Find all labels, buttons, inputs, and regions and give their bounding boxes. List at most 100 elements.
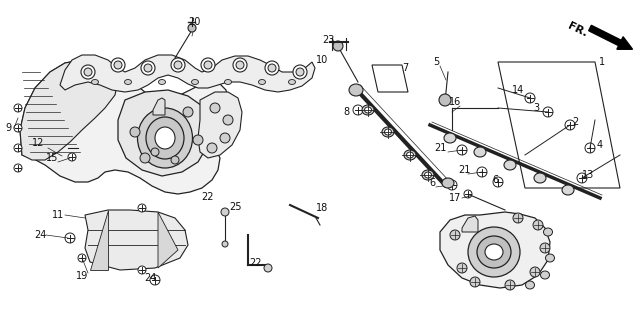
Ellipse shape [144,64,152,72]
Text: 21: 21 [434,143,446,153]
Ellipse shape [268,64,276,72]
Ellipse shape [505,280,515,290]
Ellipse shape [349,84,363,96]
Ellipse shape [477,167,487,177]
Ellipse shape [155,127,175,149]
Ellipse shape [138,266,146,274]
Text: 25: 25 [228,202,241,212]
Polygon shape [198,92,242,158]
Ellipse shape [221,208,229,216]
FancyArrow shape [589,25,632,49]
Ellipse shape [439,94,451,106]
Ellipse shape [536,174,544,182]
Text: 22: 22 [249,258,261,268]
Ellipse shape [111,58,125,72]
Ellipse shape [140,153,150,163]
Text: 22: 22 [202,192,214,202]
Ellipse shape [201,58,215,72]
Ellipse shape [447,180,457,190]
Ellipse shape [506,161,514,169]
Text: 18: 18 [316,203,328,213]
Ellipse shape [476,148,484,156]
Ellipse shape [68,153,76,161]
Ellipse shape [540,243,550,253]
Ellipse shape [193,135,203,145]
Ellipse shape [210,103,220,113]
Text: 17: 17 [449,193,461,203]
Ellipse shape [14,164,22,172]
Polygon shape [90,210,108,270]
Ellipse shape [564,186,572,194]
Text: 5: 5 [433,57,439,67]
Ellipse shape [404,150,416,160]
Ellipse shape [125,80,131,85]
Ellipse shape [464,190,472,198]
Text: 14: 14 [512,85,524,95]
Ellipse shape [293,65,307,79]
Ellipse shape [450,230,460,240]
Ellipse shape [353,105,363,115]
Polygon shape [20,60,118,160]
Text: 10: 10 [316,55,328,65]
Polygon shape [462,216,478,232]
Ellipse shape [541,271,550,279]
Ellipse shape [265,61,279,75]
Text: 4: 4 [597,140,603,150]
Ellipse shape [259,80,266,85]
Ellipse shape [146,117,184,159]
Ellipse shape [65,233,75,243]
Ellipse shape [545,254,554,262]
Ellipse shape [92,80,99,85]
Text: 3: 3 [533,103,539,113]
Ellipse shape [138,204,146,212]
Polygon shape [118,90,210,176]
Ellipse shape [225,80,232,85]
Ellipse shape [14,124,22,132]
Ellipse shape [191,80,198,85]
Ellipse shape [422,170,434,180]
Ellipse shape [485,244,503,260]
Text: 2: 2 [572,117,578,127]
Polygon shape [158,212,178,268]
Polygon shape [153,98,165,115]
Ellipse shape [424,172,431,178]
Text: 21: 21 [458,165,470,175]
Polygon shape [20,60,228,194]
Text: 19: 19 [76,271,88,281]
Ellipse shape [493,177,503,187]
Ellipse shape [525,93,535,103]
Ellipse shape [470,277,480,287]
Ellipse shape [159,80,166,85]
Ellipse shape [114,61,122,69]
Ellipse shape [14,144,22,152]
Ellipse shape [150,275,160,285]
Ellipse shape [81,65,95,79]
Ellipse shape [138,108,193,168]
Ellipse shape [171,58,185,72]
Ellipse shape [474,147,486,157]
Ellipse shape [530,267,540,277]
Text: 7: 7 [402,63,408,73]
Ellipse shape [289,80,296,85]
Ellipse shape [78,254,86,262]
Ellipse shape [365,107,371,113]
Text: 6: 6 [492,175,498,185]
Ellipse shape [296,68,304,76]
Ellipse shape [174,61,182,69]
Ellipse shape [236,61,244,69]
Ellipse shape [151,148,159,156]
Ellipse shape [533,220,543,230]
Text: 11: 11 [52,210,64,220]
Ellipse shape [222,241,228,247]
Text: 6: 6 [429,178,435,188]
Ellipse shape [513,213,523,223]
Ellipse shape [562,185,574,195]
Text: FR.: FR. [566,21,589,39]
Text: 8: 8 [343,107,349,117]
Ellipse shape [577,173,587,183]
Ellipse shape [444,133,456,143]
Text: 9: 9 [5,123,11,133]
Ellipse shape [543,228,552,236]
Ellipse shape [406,152,413,158]
Ellipse shape [457,145,467,155]
